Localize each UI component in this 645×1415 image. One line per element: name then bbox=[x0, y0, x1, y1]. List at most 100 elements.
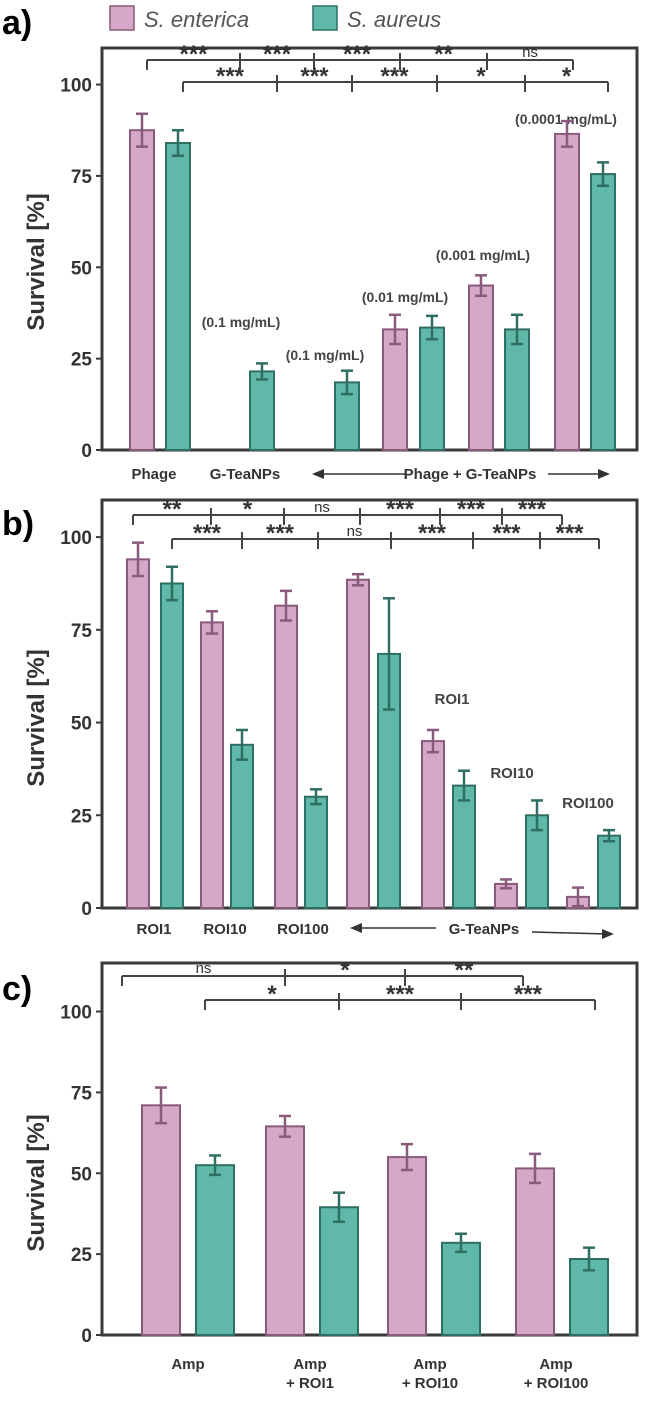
significance-top-label: ** bbox=[455, 957, 474, 984]
bar bbox=[200, 621, 224, 910]
panel-a-annotation-3: (0.01 mg/mL) bbox=[362, 289, 448, 305]
bar bbox=[441, 1241, 481, 1337]
category-label-line: Amp bbox=[539, 1356, 572, 1373]
panel-c-xlabel-amp-roi100: Amp + ROI100 bbox=[524, 1356, 589, 1392]
plot-frame bbox=[100, 961, 639, 1337]
panel-a-annotation-2: (0.1 mg/mL) bbox=[286, 347, 365, 363]
significance-bottom-label: * bbox=[562, 63, 572, 90]
significance-bottom-label: ns bbox=[347, 523, 363, 540]
panel-a-annotation-1: (0.1 mg/mL) bbox=[202, 314, 281, 330]
category-label-line: Amp bbox=[293, 1356, 326, 1373]
bar bbox=[382, 328, 408, 451]
bar bbox=[160, 582, 184, 909]
significance-top-label: ns bbox=[196, 960, 212, 977]
panel-a-annotation-4: (0.001 mg/mL) bbox=[436, 247, 530, 263]
panel-a-ylabel: Survival [%] bbox=[23, 193, 50, 330]
significance-top-label: ** bbox=[163, 496, 182, 523]
significance-top-label: * bbox=[340, 957, 350, 984]
significance-bottom-label: *** bbox=[386, 981, 415, 1008]
y-tick-label: 25 bbox=[71, 806, 93, 827]
significance-top-label: ns bbox=[314, 499, 330, 516]
panel-a-xlabel-combo: Phage + G-TeaNPs bbox=[404, 466, 537, 483]
panel-b-annotation-roi10: ROI10 bbox=[490, 765, 533, 782]
y-tick-label: 100 bbox=[60, 528, 92, 549]
category-label-line: + ROI100 bbox=[524, 1375, 589, 1392]
y-tick-label: 100 bbox=[60, 1003, 92, 1024]
panel-b-xlabel-gteanps: G-TeaNPs bbox=[449, 921, 520, 938]
y-tick-label: 50 bbox=[71, 258, 92, 279]
significance-top-label: *** bbox=[518, 496, 547, 523]
significance-top-label: *** bbox=[343, 41, 372, 68]
panel-c-label: c) bbox=[2, 970, 32, 1008]
legend: S. enterica S. aureus bbox=[109, 5, 441, 32]
bar bbox=[504, 328, 530, 451]
legend-label-enterica: S. enterica bbox=[144, 7, 249, 32]
bar bbox=[304, 795, 328, 910]
panel-c-xlabel-amp-roi10: Amp + ROI10 bbox=[402, 1356, 458, 1392]
y-tick-label: 0 bbox=[81, 441, 92, 462]
panel-b-xlabel-roi1: ROI1 bbox=[136, 921, 171, 938]
y-tick-label: 25 bbox=[71, 1245, 93, 1266]
significance-bottom-label: *** bbox=[266, 520, 295, 547]
legend-label-aureus: S. aureus bbox=[347, 7, 441, 32]
bar bbox=[515, 1167, 555, 1336]
bar bbox=[195, 1164, 235, 1337]
category-label-line: + ROI10 bbox=[402, 1375, 458, 1392]
panel-c-ylabel: Survival [%] bbox=[23, 1114, 50, 1251]
y-tick-label: 0 bbox=[81, 899, 92, 920]
bar bbox=[265, 1125, 305, 1337]
y-tick-label: 25 bbox=[71, 350, 93, 371]
legend-swatch-aureus bbox=[312, 5, 338, 31]
significance-bottom-label: *** bbox=[555, 520, 584, 547]
significance-top-label: *** bbox=[179, 41, 208, 68]
significance-top-label: *** bbox=[386, 496, 415, 523]
panel-b-label: b) bbox=[2, 505, 34, 543]
bar bbox=[346, 578, 370, 910]
panel-b-annotation-roi100: ROI100 bbox=[562, 795, 614, 812]
y-tick-label: 75 bbox=[71, 167, 93, 188]
bar bbox=[319, 1206, 359, 1336]
significance-bottom-label: *** bbox=[300, 63, 329, 90]
bar bbox=[274, 604, 298, 910]
significance-top-label: *** bbox=[263, 41, 292, 68]
significance-bottom-label: *** bbox=[216, 63, 245, 90]
category-label-line: + ROI1 bbox=[286, 1375, 334, 1392]
significance-bottom-label: *** bbox=[418, 520, 447, 547]
panel-b-range-arrow bbox=[350, 923, 614, 939]
significance-top-label: *** bbox=[457, 496, 486, 523]
significance-bottom-label: * bbox=[476, 63, 486, 90]
category-label-line: Amp bbox=[413, 1356, 446, 1373]
panel-b-xlabel-roi100: ROI100 bbox=[277, 921, 329, 938]
significance-bottom-label: *** bbox=[193, 520, 222, 547]
panel-a-range-arrow bbox=[312, 469, 610, 479]
bar bbox=[129, 129, 155, 452]
panel-a-xlabel-phage: Phage bbox=[131, 466, 176, 483]
plot-frame bbox=[100, 46, 639, 452]
bar bbox=[165, 142, 191, 451]
bar bbox=[141, 1104, 181, 1337]
y-tick-label: 50 bbox=[71, 1164, 92, 1185]
significance-top-label: * bbox=[243, 496, 253, 523]
bar bbox=[249, 370, 275, 451]
bar bbox=[452, 784, 476, 909]
bar bbox=[597, 834, 621, 909]
significance-bottom-label: * bbox=[267, 981, 277, 1008]
panel-b-ylabel: Survival [%] bbox=[23, 649, 50, 786]
significance-bottom-label: *** bbox=[492, 520, 521, 547]
y-tick-label: 0 bbox=[81, 1326, 92, 1347]
bar bbox=[126, 558, 150, 909]
y-tick-label: 50 bbox=[71, 714, 92, 735]
panel-a-annotation-5: (0.0001 mg/mL) bbox=[515, 111, 617, 127]
panel-c-xlabel-amp-roi1: Amp + ROI1 bbox=[286, 1356, 334, 1392]
panel-c-xlabel-amp: Amp bbox=[171, 1356, 204, 1373]
bar bbox=[230, 743, 254, 909]
panel-a-label: a) bbox=[2, 4, 32, 42]
bar bbox=[421, 740, 445, 909]
bar bbox=[554, 132, 580, 452]
category-label-line: Amp bbox=[171, 1356, 204, 1373]
bar bbox=[419, 326, 445, 451]
